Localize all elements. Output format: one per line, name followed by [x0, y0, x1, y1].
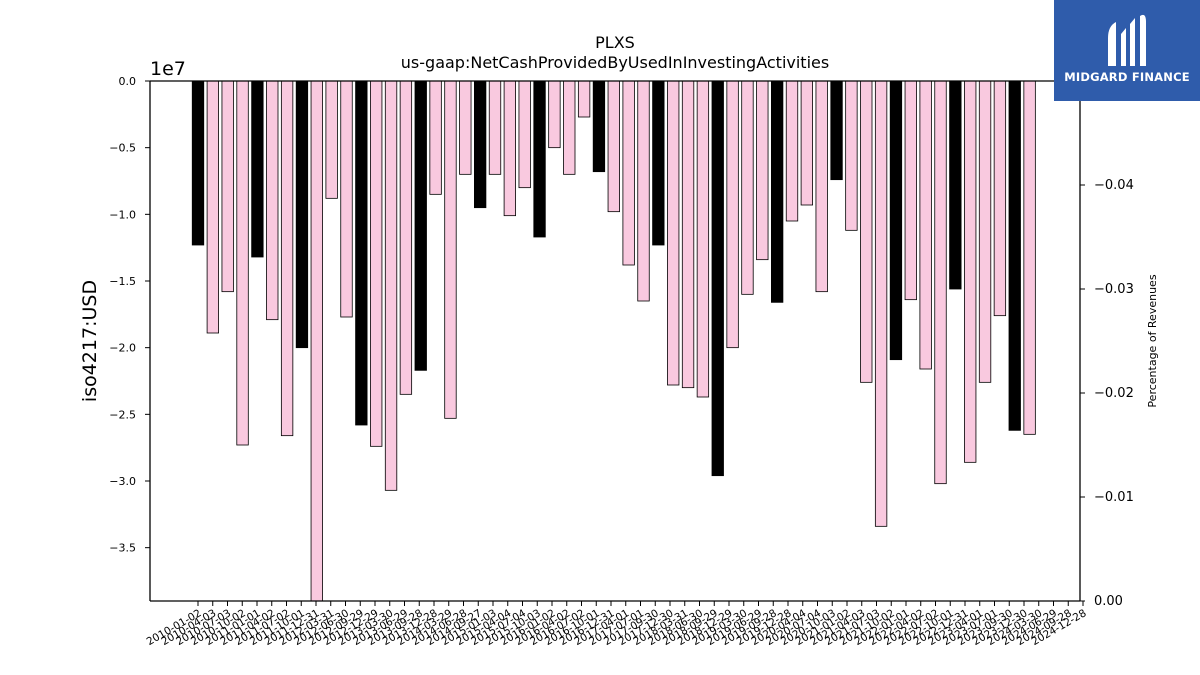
bar-23: [533, 80, 546, 238]
bar-15: [414, 80, 427, 371]
bar-19: [473, 80, 487, 209]
bar-21: [503, 80, 517, 217]
bar-43: [830, 80, 843, 181]
bar-40: [785, 80, 799, 222]
bar-33: [681, 80, 695, 389]
y-axis-label: iso4217:USD: [79, 280, 101, 402]
y-tick-label: −2.0: [109, 342, 136, 355]
bar-29: [622, 80, 635, 266]
midgard-finance-logo: MIDGARD FINANCE: [1054, 0, 1200, 101]
bar-9: [325, 80, 338, 199]
bar-50: [934, 80, 947, 485]
bar-13: [384, 80, 398, 491]
bar-37: [741, 80, 754, 295]
bar-8: [310, 80, 323, 602]
bar-47: [889, 80, 903, 361]
y2-tick-label: −0.01: [1094, 490, 1134, 505]
y-tick-label: −2.5: [109, 408, 136, 421]
bar-49: [919, 80, 932, 370]
bar-10: [340, 80, 353, 318]
y-tick-label: 0.0: [119, 75, 137, 88]
bar-27: [592, 80, 606, 173]
logo-mark-icon: [1108, 14, 1146, 66]
bar-38: [756, 80, 769, 261]
bar-32: [667, 80, 680, 386]
y-tick-label: −3.5: [109, 542, 136, 555]
bar-20: [488, 80, 502, 175]
bars-group: [191, 80, 1036, 602]
bar-44: [845, 80, 858, 231]
bar-30: [637, 80, 650, 302]
bar-12: [370, 80, 383, 447]
chart-subtitle: us-gaap:NetCashProvidedByUsedInInvesting…: [401, 53, 829, 72]
bar-3: [236, 80, 249, 446]
y-tick-label: −1.5: [109, 275, 136, 288]
bar-54: [993, 80, 1007, 317]
y-tick-label: −3.0: [109, 475, 136, 488]
bar-42: [815, 80, 828, 293]
bar-46: [874, 80, 888, 527]
bar-45: [860, 80, 873, 383]
bar-36: [726, 80, 739, 349]
bar-26: [577, 80, 591, 118]
bar-2: [221, 80, 234, 293]
chart-title: PLXS: [595, 33, 635, 52]
bar-7: [295, 80, 309, 349]
bar-55: [1008, 80, 1021, 431]
bar-34: [696, 80, 710, 398]
bar-52: [964, 80, 977, 463]
y-tick-label: −1.0: [109, 208, 136, 221]
bar-18: [459, 80, 472, 175]
bar-11: [355, 80, 368, 426]
bar-25: [563, 80, 576, 175]
y-offset-label: 1e7: [150, 58, 186, 80]
bar-16: [429, 80, 442, 195]
bar-28: [607, 80, 620, 213]
y2-tick-label: −0.04: [1094, 178, 1134, 193]
y2-tick-label: −0.02: [1094, 386, 1134, 401]
bar-51: [949, 80, 962, 290]
bar-39: [771, 80, 784, 303]
bar-4: [251, 80, 264, 258]
y2-axis-label: Percentage of Revenues: [1146, 274, 1159, 407]
axes-group: 0.0 −0.5 −1.0 −1.5 −2.0 −2.5 −3.0 −3.5 0.00 −0.01…: [109, 75, 1134, 648]
bar-6: [280, 80, 294, 437]
y2-tick-label: −0.03: [1094, 282, 1134, 297]
bar-17: [444, 80, 457, 419]
bar-5: [266, 80, 279, 321]
bar-0: [191, 80, 205, 246]
bar-24: [548, 80, 561, 149]
y2-tick-label: 0.00: [1094, 594, 1123, 609]
bar-14: [399, 80, 413, 395]
bar-35: [711, 80, 724, 477]
bar-1: [206, 80, 220, 334]
bar-53: [978, 80, 992, 383]
bar-22: [518, 80, 531, 189]
bar-48: [904, 80, 917, 301]
bar-41: [800, 80, 813, 206]
bar-31: [652, 80, 665, 246]
logo-text: MIDGARD FINANCE: [1064, 70, 1190, 84]
y-tick-label: −0.5: [109, 142, 136, 155]
bar-56: [1023, 80, 1036, 435]
